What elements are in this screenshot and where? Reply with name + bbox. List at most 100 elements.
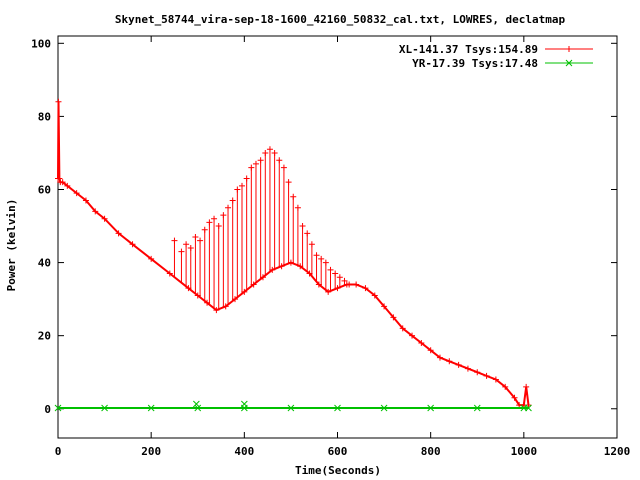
x-tick-label: 0 [55,445,62,458]
spike-marker [257,157,264,164]
data-point [55,98,62,105]
spike-marker [313,252,320,259]
data-point [380,404,388,412]
series-line [57,101,530,407]
spike-marker [271,149,278,156]
data-point [474,369,481,376]
data-point [502,383,509,390]
y-tick-label: 20 [38,330,51,343]
data-point [334,404,341,412]
spike-marker [285,179,292,186]
data-point [148,255,155,262]
spike-marker [327,266,334,273]
outlier-marker [192,400,200,408]
data-point [399,325,406,332]
chart-title: Skynet_58744_vira-sep-18-1600_42160_5083… [115,13,566,26]
x-tick-label: 800 [421,445,441,458]
data-point [115,230,122,237]
plot-border [57,35,618,439]
series-layer [54,98,532,412]
data-point [390,314,397,321]
spike-marker [276,157,283,164]
spike-marker [322,259,329,266]
spike-marker [299,223,306,230]
x-axis-label: Time(Seconds) [295,464,381,477]
data-point [381,303,388,310]
spike-marker [252,160,259,167]
y-axis-label: Power (kelvin) [5,199,18,292]
data-point [64,182,71,189]
legend-marker-yr [565,59,573,67]
spike-marker [229,197,236,204]
outlier-marker [240,400,248,408]
y-tick-label: 0 [44,403,51,416]
data-point [101,215,108,222]
data-point [427,347,434,354]
plot-frame [57,35,618,439]
spike-marker [171,237,178,244]
spike-marker [266,146,273,153]
data-point [287,404,295,412]
x-tick-label: 400 [234,445,254,458]
spike-marker [234,186,241,193]
data-point [194,404,202,412]
outlier-group [192,400,248,408]
spike-marker [336,274,343,281]
spike-marker [341,277,348,284]
spike-marker [211,215,218,222]
legend: XL-141.37 Tsys:154.89 YR-17.39 Tsys:17.4… [399,43,593,70]
data-point [492,376,499,383]
data-point [418,339,425,346]
spike-marker [206,219,213,226]
data-point [523,383,530,390]
data-point [101,404,108,412]
data-point [427,404,435,412]
data-point [59,179,66,186]
legend-label-xl: XL-141.37 Tsys:154.89 [399,43,538,56]
data-point [362,285,369,292]
x-tick-label: 600 [328,445,348,458]
data-point [511,394,518,401]
spike-marker [197,237,204,244]
data-point [92,208,99,215]
spike-marker [280,164,287,171]
data-point [325,288,332,295]
legend-marker-xl [566,46,572,52]
spike-marker [346,281,353,288]
spike-marker [262,149,269,156]
y-tick-label: 80 [38,110,51,123]
spike-marker [220,212,227,219]
data-point [409,332,416,339]
y-tick-label: 40 [38,257,51,270]
spike-marker [294,204,301,211]
data-point [473,404,481,412]
x-axis: 0 200 400 600 800 1000 1200 [55,36,631,458]
data-point [436,354,443,361]
data-point [483,372,490,379]
spike-marker [201,226,208,233]
spike-marker [183,241,190,248]
data-point [129,241,136,248]
data-point [73,190,80,197]
data-point [371,292,378,299]
data-point [166,270,173,277]
spike-marker [239,182,246,189]
spike-marker [178,248,185,255]
data-point [147,404,155,412]
spike-marker [215,223,222,230]
spike-marker [304,230,311,237]
series-xl [55,98,532,409]
spike-marker [290,193,297,200]
data-point [464,365,471,372]
data-point [54,404,62,412]
data-point [353,281,360,288]
x-tick-label: 200 [141,445,161,458]
spike-marker [318,255,325,262]
series-yr [54,404,532,412]
data-point [446,358,453,365]
y-tick-label: 100 [31,37,51,50]
data-point [455,361,462,368]
x-tick-label: 1000 [511,445,538,458]
x-tick-label: 1200 [604,445,631,458]
